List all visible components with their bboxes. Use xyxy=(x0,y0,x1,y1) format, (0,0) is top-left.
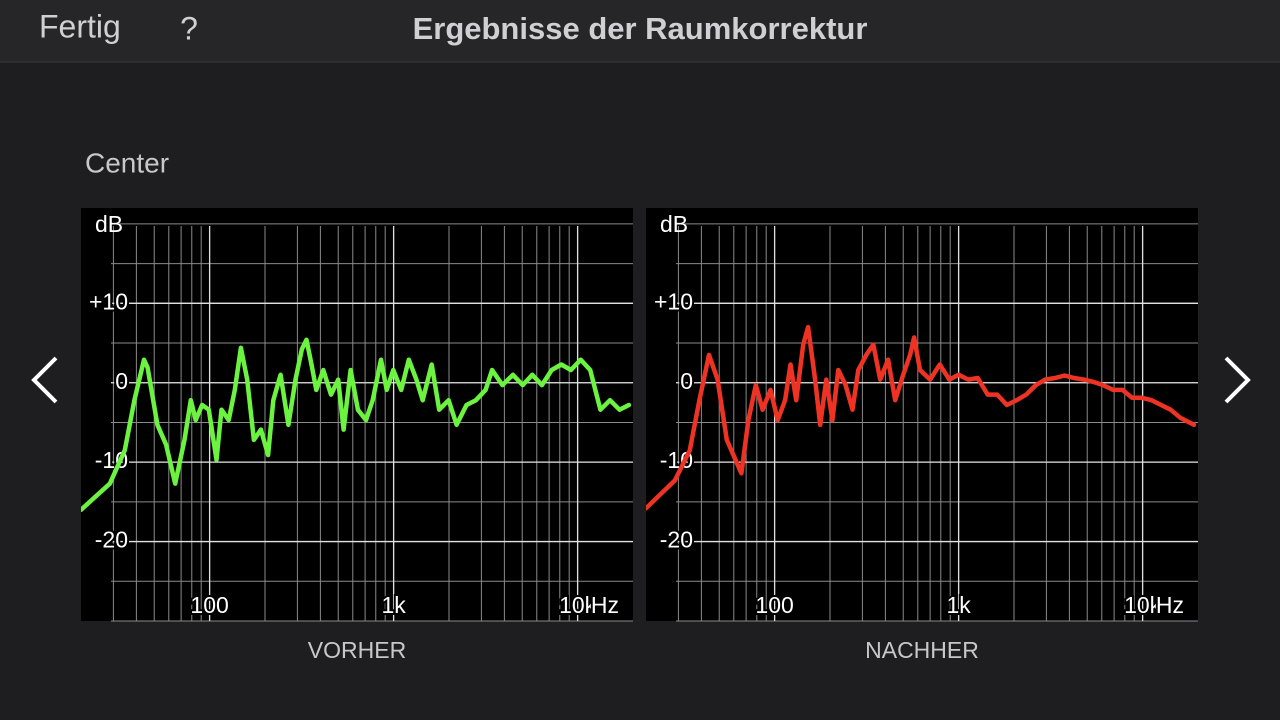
x-tick-label: 100 xyxy=(755,592,793,618)
charts: 100 1k 10k +10 0 -10 -20 dB Hz VORHER 100 1k 10k +10 0… xyxy=(81,208,1198,663)
page-title: Ergebnisse der Raumkorrektur xyxy=(413,11,868,46)
y-tick-label: +10 xyxy=(654,288,693,314)
previous-arrow[interactable] xyxy=(31,356,58,404)
header-bar xyxy=(0,0,1280,62)
x-tick-label: 10k xyxy=(559,592,597,618)
x-axis-label: Hz xyxy=(1156,592,1184,618)
plot-area xyxy=(646,208,1198,621)
x-tick-label: 1k xyxy=(946,592,971,618)
chart: 100 1k 10k +10 0 -10 -20 dB Hz xyxy=(81,208,633,622)
y-tick-label: 0 xyxy=(680,368,693,394)
x-tick-label: 100 xyxy=(190,592,228,618)
done-button[interactable]: Fertig xyxy=(39,8,121,44)
plot-area xyxy=(81,208,633,621)
next-arrow[interactable] xyxy=(1224,356,1251,404)
y-tick-label: +10 xyxy=(89,288,128,314)
chart-caption: VORHER xyxy=(308,637,406,663)
y-tick-label: 0 xyxy=(115,368,128,394)
y-axis-label: dB xyxy=(95,211,123,237)
response-line xyxy=(646,324,1197,511)
y-tick-label: -20 xyxy=(95,527,128,553)
y-tick-label: -20 xyxy=(660,527,693,553)
y-tick-label: -10 xyxy=(95,447,128,473)
help-button[interactable]: ? xyxy=(180,10,198,46)
chart-caption: NACHHER xyxy=(865,637,979,663)
section-title: Center xyxy=(85,147,169,178)
response-line xyxy=(81,337,632,513)
x-axis-label: Hz xyxy=(591,592,619,618)
x-tick-label: 10k xyxy=(1124,592,1162,618)
x-tick-label: 1k xyxy=(381,592,406,618)
y-axis-label: dB xyxy=(660,211,688,237)
